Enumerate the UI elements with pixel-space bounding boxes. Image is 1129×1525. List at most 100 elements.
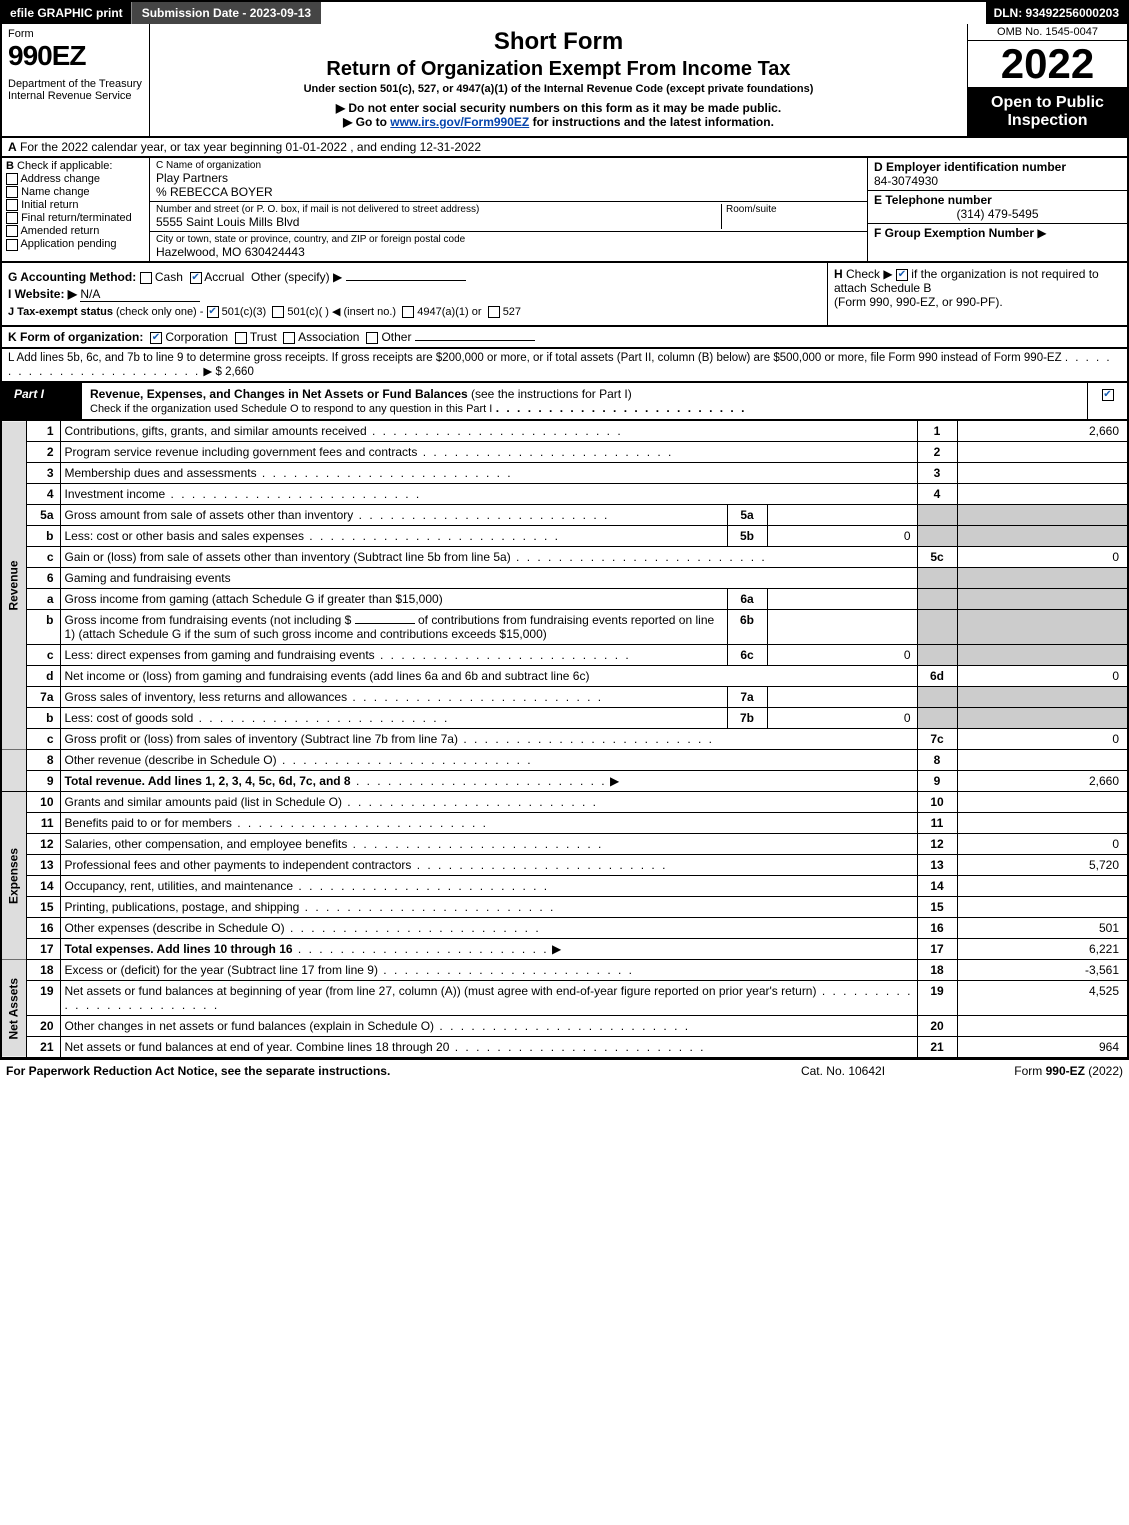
goto-line: ▶ Go to www.irs.gov/Form990EZ for instru… [156, 115, 961, 129]
table-row: 19 Net assets or fund balances at beginn… [2, 981, 1127, 1016]
opt-name-change[interactable]: Name change [6, 186, 145, 198]
checkbox-icon[interactable] [366, 332, 378, 344]
table-row: 11 Benefits paid to or for members 11 [2, 813, 1127, 834]
dots-icon [257, 466, 513, 480]
l-arrow: ▶ $ [203, 366, 221, 378]
dots-icon [434, 1019, 690, 1033]
org-name-block: C Name of organization Play Partners % R… [150, 158, 867, 202]
checkbox-icon[interactable] [1102, 389, 1114, 401]
omb-number: OMB No. 1545-0047 [968, 24, 1127, 41]
room-label: Room/suite [726, 204, 861, 215]
efile-label[interactable]: efile GRAPHIC print [2, 2, 131, 24]
checkbox-icon[interactable] [150, 332, 162, 344]
dots-icon [375, 648, 631, 662]
care-of: % REBECCA BOYER [156, 185, 861, 199]
table-row: Revenue 1 Contributions, gifts, grants, … [2, 421, 1127, 442]
under-section: Under section 501(c), 527, or 4947(a)(1)… [156, 83, 961, 95]
checkbox-icon[interactable] [6, 225, 18, 237]
table-row: 4 Investment income 4 [2, 484, 1127, 505]
arrow-icon: ▶ [552, 942, 561, 956]
col-de: D Employer identification number 84-3074… [867, 158, 1127, 261]
footer-center: Cat. No. 10642I [743, 1064, 943, 1078]
checkbox-icon[interactable] [896, 269, 908, 281]
table-row: a Gross income from gaming (attach Sched… [2, 589, 1127, 610]
checkbox-icon[interactable] [207, 306, 219, 318]
ein-value: 84-3074930 [874, 174, 938, 188]
street-block: Number and street (or P. O. box, if mail… [150, 202, 867, 232]
table-row: Net Assets 18 Excess or (deficit) for th… [2, 960, 1127, 981]
h-label: H [834, 267, 843, 281]
form-number: 990EZ [8, 40, 143, 72]
checkbox-icon[interactable] [283, 332, 295, 344]
opt-address-change[interactable]: Address change [6, 173, 145, 185]
topbar-spacer [321, 2, 985, 24]
checkbox-icon[interactable] [6, 186, 18, 198]
city-value: Hazelwood, MO 630424443 [156, 245, 861, 259]
tax-year: 2022 [968, 41, 1127, 88]
short-form-title: Short Form [156, 28, 961, 56]
ghi-left: G Accounting Method: Cash Accrual Other … [2, 263, 827, 325]
checkbox-icon[interactable] [6, 239, 18, 251]
checkbox-icon[interactable] [235, 332, 247, 344]
checkbox-icon[interactable] [272, 306, 284, 318]
form-word: Form [8, 28, 143, 40]
table-row: 20 Other changes in net assets or fund b… [2, 1016, 1127, 1037]
col-b-label: B [6, 160, 14, 172]
dots-icon [277, 753, 533, 767]
dots-icon [232, 816, 488, 830]
dots-icon [293, 879, 549, 893]
d-label: D Employer identification number [874, 160, 1066, 174]
dots-icon [411, 858, 667, 872]
city-label: City or town, state or province, country… [156, 234, 861, 245]
dots-icon [304, 529, 560, 543]
checkbox-icon[interactable] [140, 272, 152, 284]
dots-icon [299, 900, 555, 914]
checkbox-icon[interactable] [402, 306, 414, 318]
checkbox-icon[interactable] [190, 272, 202, 284]
expenses-vlabel: Expenses [2, 792, 26, 960]
row-a-text: For the 2022 calendar year, or tax year … [20, 140, 481, 154]
dots-icon [496, 401, 747, 415]
opt-final-return[interactable]: Final return/terminated [6, 212, 145, 224]
submission-date: Submission Date - 2023-09-13 [131, 2, 321, 24]
top-bar: efile GRAPHIC print Submission Date - 20… [0, 0, 1129, 24]
table-row: 21 Net assets or fund balances at end of… [2, 1037, 1127, 1058]
goto-post: for instructions and the latest informat… [529, 115, 774, 129]
city-block: City or town, state or province, country… [150, 232, 867, 261]
j-line: J Tax-exempt status (check only one) - 5… [8, 305, 821, 318]
dots-icon [449, 1040, 705, 1054]
section-ghi: G Accounting Method: Cash Accrual Other … [0, 263, 1129, 327]
other-org-input[interactable] [415, 340, 535, 341]
table-row: b Less: cost or other basis and sales ex… [2, 526, 1127, 547]
table-row: c Gain or (loss) from sale of assets oth… [2, 547, 1127, 568]
g-line: G Accounting Method: Cash Accrual Other … [8, 270, 821, 284]
table-row: b Gross income from fundraising events (… [2, 610, 1127, 645]
table-row: 8 Other revenue (describe in Schedule O)… [2, 750, 1127, 771]
checkbox-icon[interactable] [6, 173, 18, 185]
table-row: 6 Gaming and fundraising events [2, 568, 1127, 589]
checkbox-icon[interactable] [488, 306, 500, 318]
j-label: J Tax-exempt status [8, 306, 113, 318]
header-center: Short Form Return of Organization Exempt… [150, 24, 967, 136]
opt-amended-return[interactable]: Amended return [6, 225, 145, 237]
opt-initial-return[interactable]: Initial return [6, 199, 145, 211]
section-bc: B Check if applicable: Address change Na… [0, 158, 1129, 263]
revenue-table: Revenue 1 Contributions, gifts, grants, … [0, 421, 1129, 1059]
arrow-icon: ▶ [610, 774, 619, 788]
other-specify-input[interactable] [346, 280, 466, 281]
header-right: OMB No. 1545-0047 2022 Open to Public In… [967, 24, 1127, 136]
table-row: 17 Total expenses. Add lines 10 through … [2, 939, 1127, 960]
opt-app-pending[interactable]: Application pending [6, 238, 145, 250]
h-box: H Check ▶ if the organization is not req… [827, 263, 1127, 325]
revenue-vlabel: Revenue [2, 421, 26, 750]
goto-link[interactable]: www.irs.gov/Form990EZ [390, 115, 529, 129]
k-label: K Form of organization: [8, 330, 143, 344]
dots-icon [417, 445, 673, 459]
contrib-input[interactable] [355, 623, 415, 624]
dots-icon [511, 550, 767, 564]
row-l: L Add lines 5b, 6c, and 7b to line 9 to … [0, 349, 1129, 383]
website-value: N/A [80, 287, 200, 302]
checkbox-icon[interactable] [6, 199, 18, 211]
checkbox-icon[interactable] [6, 212, 18, 224]
dots-icon [347, 837, 603, 851]
